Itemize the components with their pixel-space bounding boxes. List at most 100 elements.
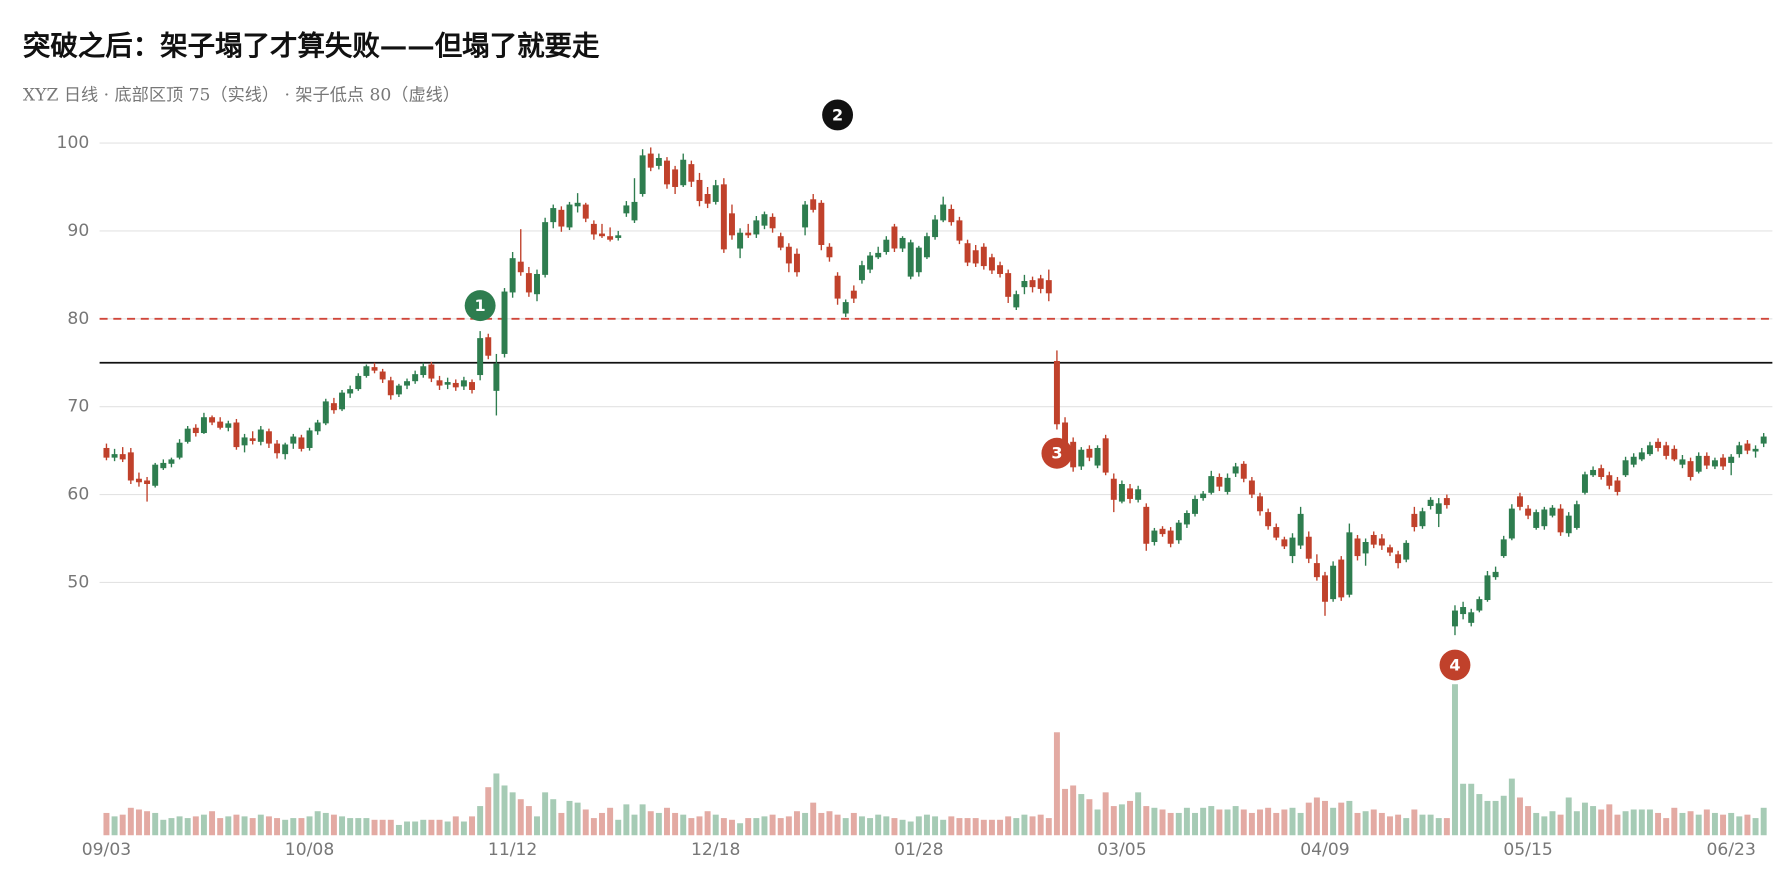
volume-bar <box>249 818 256 836</box>
candle-body <box>135 478 142 483</box>
candle-body <box>274 443 281 454</box>
candle-body <box>1183 513 1190 525</box>
annotation-marker <box>822 99 854 131</box>
volume-bar <box>672 812 679 836</box>
volume-bar <box>899 819 906 836</box>
volume-bar <box>826 811 833 836</box>
volume-bar <box>192 816 199 836</box>
candle-body <box>607 236 614 240</box>
candle-body <box>826 246 833 258</box>
x-tick-label: 10/08 <box>285 840 334 860</box>
volume-bar <box>712 814 719 836</box>
volume-bar <box>1606 804 1613 836</box>
candle-body <box>631 201 638 221</box>
volume-bar <box>1614 814 1621 836</box>
candle-body <box>753 220 760 235</box>
volume-bar <box>1646 809 1653 836</box>
candle-body <box>1045 280 1052 294</box>
volume-bar <box>1224 809 1231 836</box>
y-tick-label: 60 <box>67 485 89 505</box>
candle-body <box>802 204 809 228</box>
candle-body <box>728 213 735 236</box>
volume-bar <box>948 816 955 836</box>
volume-bar <box>225 816 232 836</box>
candle-body <box>1752 448 1759 452</box>
candle-body <box>387 380 394 396</box>
volume-bar <box>290 818 297 836</box>
candle-body <box>647 153 654 168</box>
volume-bar <box>1695 814 1702 836</box>
volume-bar <box>1435 818 1442 836</box>
candle-body <box>517 261 524 273</box>
candle-body <box>444 382 451 385</box>
volume-bar <box>460 821 467 836</box>
volume-bar <box>1053 732 1060 836</box>
volume-bar <box>241 816 248 836</box>
candle-body <box>209 417 216 423</box>
candle-body <box>330 403 337 411</box>
annotation-marker <box>1041 437 1073 469</box>
candle-body <box>1338 559 1345 598</box>
candle-body <box>590 223 597 235</box>
volume-bar <box>1622 811 1629 836</box>
volume-bar <box>477 806 484 836</box>
volume-bar <box>1159 809 1166 836</box>
volume-bar <box>737 823 744 836</box>
volume-bar <box>1557 814 1564 836</box>
x-tick-label: 09/03 <box>82 840 131 860</box>
candle-body <box>1070 441 1077 468</box>
candle-body <box>1102 438 1109 473</box>
candle-body <box>1330 565 1337 600</box>
candle-body <box>1192 498 1198 514</box>
volume-bar <box>265 816 272 836</box>
candle-body <box>1728 456 1735 463</box>
volume-bar <box>883 816 890 836</box>
candle-body <box>558 209 565 227</box>
volume-bar <box>436 819 443 836</box>
candle-body <box>915 247 922 273</box>
volume-bar <box>452 816 459 836</box>
candle-body <box>1322 575 1328 602</box>
candle-body <box>509 258 516 293</box>
volume-bar <box>1508 778 1515 836</box>
volume-bar <box>793 811 800 836</box>
volume-bar <box>590 818 597 836</box>
candle-body <box>850 290 857 299</box>
volume-bar <box>599 812 605 836</box>
candle-body <box>964 243 971 263</box>
x-tick-label: 11/12 <box>488 840 537 860</box>
volume-bar <box>1013 818 1020 836</box>
volume-bar <box>135 809 142 836</box>
y-tick-label: 100 <box>57 133 90 153</box>
volume-bar <box>997 819 1004 836</box>
volume-bar <box>980 819 987 836</box>
volume-bar <box>1086 799 1093 836</box>
volume-bar <box>420 819 427 836</box>
volume-bar <box>525 806 532 836</box>
candle-body <box>1760 436 1767 444</box>
candle-body <box>257 429 264 442</box>
volume-bar <box>1078 794 1085 836</box>
volume-bar <box>1208 806 1215 836</box>
volume-bar <box>314 811 321 836</box>
candle-body <box>176 442 183 458</box>
candle-body <box>477 338 484 376</box>
volume-bar <box>753 818 760 836</box>
candle-body <box>1135 489 1142 500</box>
volume-bar <box>1175 812 1182 836</box>
candle-body <box>1687 461 1694 477</box>
volume-bar <box>1029 816 1036 836</box>
candle-body <box>1435 503 1442 514</box>
candle-body <box>737 232 744 249</box>
volume-bar <box>1736 816 1743 836</box>
candle-body <box>704 194 711 204</box>
volume-bar <box>428 819 435 836</box>
volume-bar <box>233 814 240 836</box>
candle-body <box>306 430 313 448</box>
volume-bar <box>119 814 126 836</box>
candle-body <box>696 179 703 202</box>
volume-bar <box>777 818 784 836</box>
volume-bar <box>1549 811 1556 836</box>
candle-body <box>485 337 492 356</box>
